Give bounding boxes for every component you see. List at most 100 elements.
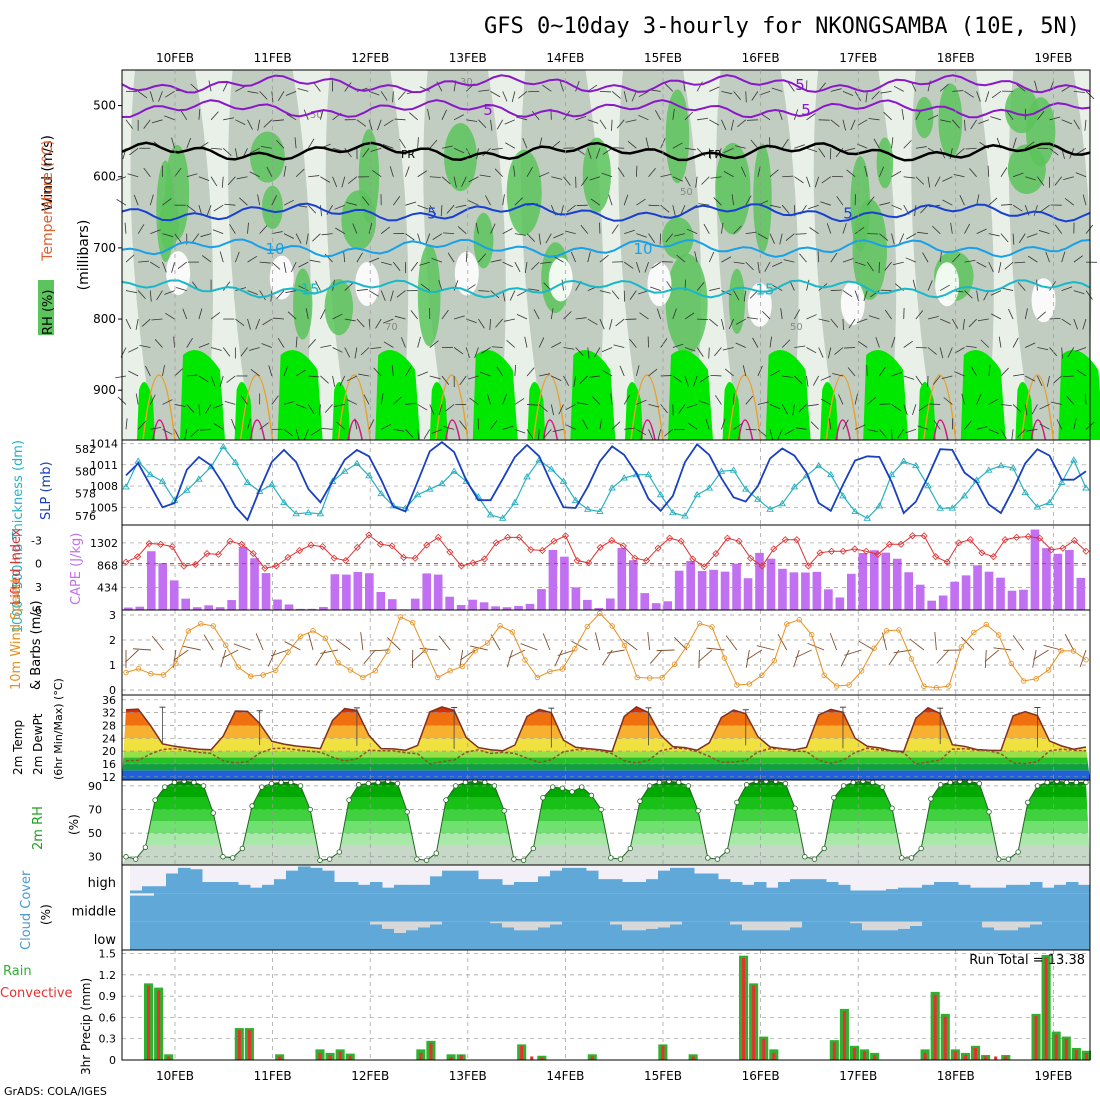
isotherm-label: 5 <box>427 204 437 222</box>
cloud-low-bar <box>430 925 443 951</box>
day-label-top: 16FEB <box>742 51 780 65</box>
minmax-label: (6hr Min/Max) (°C) <box>52 678 65 780</box>
cloud-middle-bar <box>694 893 707 921</box>
rh-point <box>376 780 381 785</box>
rh-dry-pocket <box>549 257 573 301</box>
precip-convective-bar <box>530 1056 533 1060</box>
cape-bar <box>686 561 695 610</box>
cloud-low-gap <box>658 922 671 928</box>
cloud-high-bar <box>862 891 875 894</box>
isotherm-label: 5 <box>483 101 493 119</box>
precip-convective-bar <box>1065 1039 1068 1060</box>
cloud-high-bar <box>442 871 455 894</box>
cloud-high-bar <box>370 882 383 893</box>
cloud-high-bar <box>238 885 251 894</box>
cloud-high-bar <box>922 885 935 894</box>
rh-point <box>812 857 817 862</box>
precip-convective-bar <box>1085 1053 1088 1060</box>
temp-tick-label: 32 <box>102 707 116 720</box>
precip-convective-bar <box>984 1056 987 1060</box>
cloud-high-bar <box>562 868 575 894</box>
cloud-high-bar <box>670 868 683 894</box>
cloud-low-bar <box>154 922 167 950</box>
rh-point <box>541 795 546 800</box>
cloud-low-bar <box>982 927 995 950</box>
cape-bar <box>181 599 190 610</box>
cloud-middle-bar <box>706 893 719 921</box>
cape-bar <box>468 600 477 610</box>
cloud-low-gap <box>646 922 659 929</box>
rh-point <box>347 798 352 803</box>
cape-bar <box>663 601 672 610</box>
precip-convective-bar <box>329 1055 332 1060</box>
precip-convective-bar <box>924 1053 927 1060</box>
cloud-low-bar <box>454 922 467 950</box>
isotherm-label: 15 <box>755 280 774 298</box>
cloud-high-bar <box>958 885 971 894</box>
rh-point <box>415 857 420 862</box>
cape-bar <box>457 605 466 610</box>
rh-tick-label: 50 <box>88 827 102 840</box>
rh-point <box>579 785 584 790</box>
cloud-low-bar <box>634 930 647 950</box>
precip-convective-bar <box>661 1046 664 1060</box>
cloud-low-gap <box>418 922 431 928</box>
cape-bar <box>629 560 638 610</box>
total-rain-label: Total / Rain <box>0 964 32 979</box>
slp-label: SLP (mb) <box>39 461 54 520</box>
cloud-middle-bar <box>526 893 539 921</box>
isotherm-label: 10 <box>265 240 284 258</box>
day-label-top: 19FEB <box>1034 51 1072 65</box>
cloud-low-bar <box>778 930 791 950</box>
cloud-middle-bar <box>622 893 635 921</box>
day-label-bottom: 19FEB <box>1034 1069 1072 1083</box>
rh-green-patch <box>293 268 312 339</box>
cloud-high-bar <box>982 888 995 894</box>
rh-point <box>880 785 885 790</box>
rh-point <box>657 780 662 785</box>
cloud-middle-bar <box>574 893 587 921</box>
cloud-middle-bar <box>346 893 359 921</box>
cape-bar <box>365 573 374 610</box>
cloud-middle-bar <box>658 893 671 921</box>
cloud-high-bar <box>706 874 719 894</box>
rh-point <box>890 806 895 811</box>
cape-bar <box>147 551 156 610</box>
rh-green-patch <box>1026 97 1055 166</box>
cape-bar <box>870 550 879 610</box>
rh-point <box>832 795 837 800</box>
cloud-low-bar <box>406 930 419 950</box>
cape-bar <box>904 572 913 610</box>
cloud-unit-label: (%) <box>39 904 53 925</box>
cape-bar <box>790 572 799 610</box>
cloud-low-bar <box>286 922 299 950</box>
cloud-middle-bar <box>250 893 263 921</box>
cloud-high-bar <box>610 879 623 893</box>
cloud-middle-bar <box>550 893 563 921</box>
cloud-middle-bar <box>238 893 251 921</box>
cloud-high-bar <box>406 885 419 894</box>
cape-bar <box>847 574 856 610</box>
cape-bar <box>939 596 948 610</box>
cloud-high-bar <box>646 879 659 893</box>
cloud-high-bar <box>694 874 707 894</box>
rh-label: RH (%) <box>41 290 56 335</box>
rh-point <box>647 784 652 789</box>
cloud-low-gap <box>790 922 803 928</box>
cape-bar <box>1077 578 1086 610</box>
cloud-middle-bar <box>130 896 143 922</box>
rh-contour-label: 70 <box>385 322 398 333</box>
cloud-low-bar <box>310 922 323 950</box>
precip-convective-bar <box>1045 957 1048 1060</box>
cloud-middle-bar <box>646 893 659 921</box>
cloud-middle-bar <box>442 893 455 921</box>
cloud-low-bar <box>766 930 779 950</box>
cloud-low-bar <box>562 922 575 950</box>
cloud-middle-bar <box>610 893 623 921</box>
cloud-high-bar <box>382 888 395 894</box>
cloud-high-bar <box>538 876 551 893</box>
rh-point <box>133 857 138 862</box>
cloud-low-bar <box>742 930 755 950</box>
cape-bar <box>858 553 867 610</box>
cape-bar <box>1019 590 1028 610</box>
